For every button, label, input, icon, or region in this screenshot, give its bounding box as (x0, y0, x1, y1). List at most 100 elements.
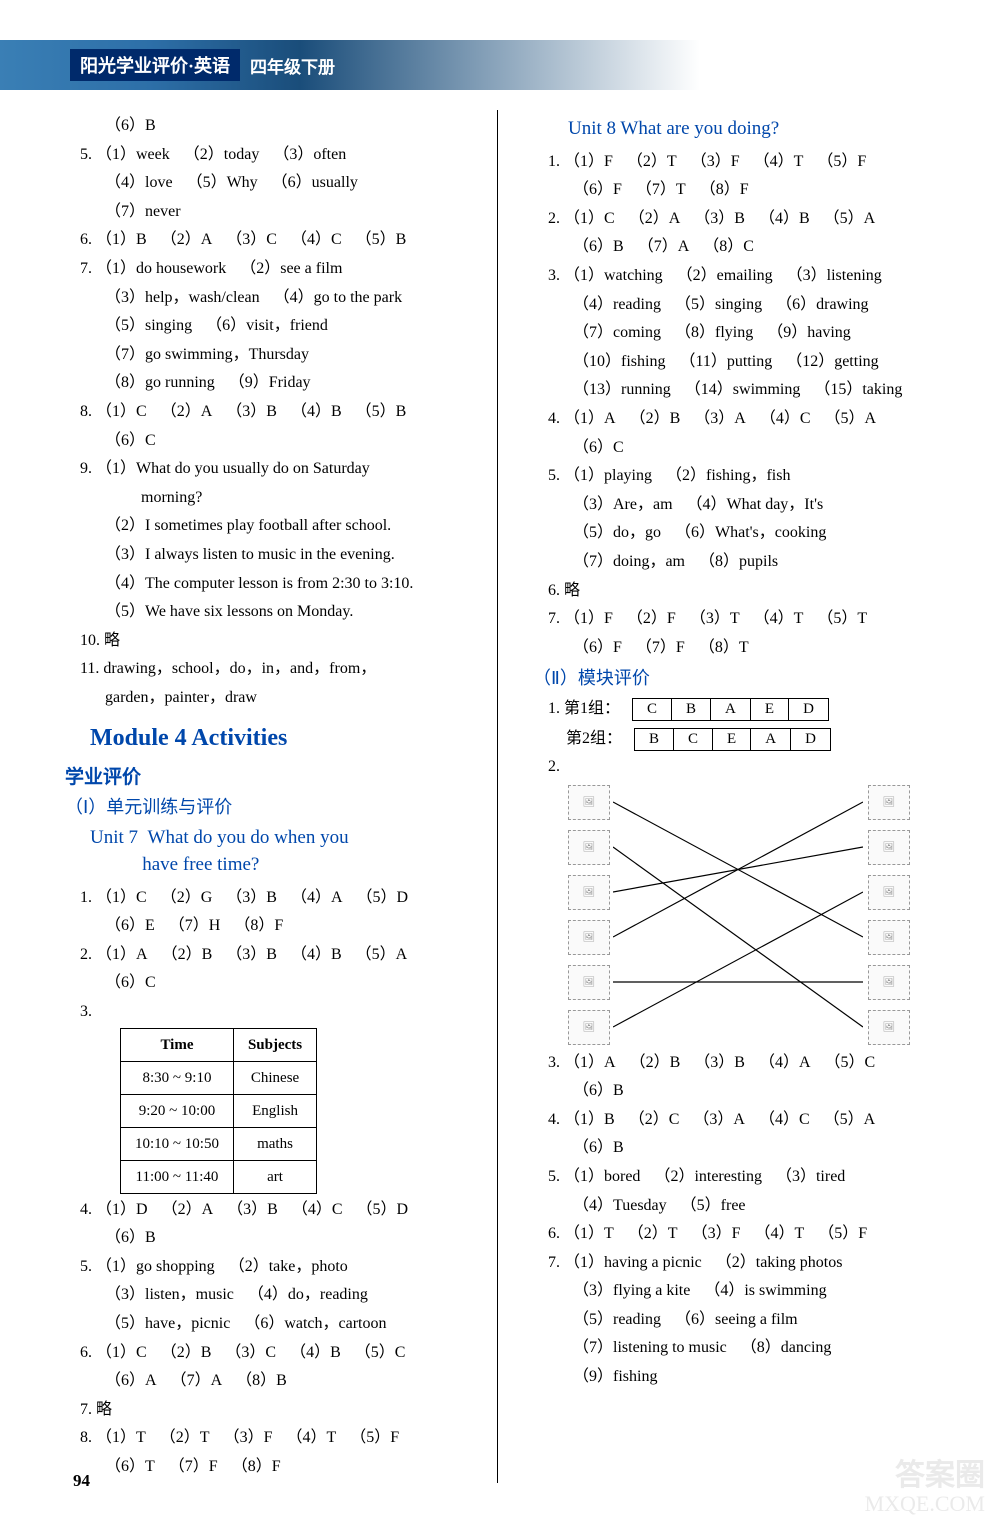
answer-part: （4）is swimming (704, 1282, 826, 1299)
unit8-title: Unit 8 What are you doing? (568, 116, 950, 143)
answer-parts: （5）do，go（6）What's，cooking (573, 524, 840, 541)
answer-part: （4）T (754, 1225, 804, 1242)
answer-parts: garden，painter，draw (105, 689, 271, 706)
answer-line: 7. 略 (80, 1397, 482, 1423)
answer-line: （6）C (105, 970, 482, 996)
right-column: Unit 8 What are you doing? 1. （1）F（2）T（3… (518, 110, 950, 1483)
answer-part: （3）B (226, 889, 277, 906)
answer-part: （3）F (691, 153, 740, 170)
answer-part: （1）C (96, 403, 147, 420)
q2-matching: 2. (548, 754, 950, 780)
answer-part: （4）go to the park (274, 289, 402, 306)
group1-row: 1. 第1组： CBAED (548, 694, 950, 721)
answer-part: （1）F (564, 610, 613, 627)
answer-part: （2）emailing (677, 267, 773, 284)
section-title: 学业评价 (65, 762, 482, 789)
box-cell: D (791, 728, 831, 750)
answer-part: （10）fishing (573, 353, 665, 370)
answer-part: （4）C (759, 1111, 810, 1128)
table-cell: 9:20 ~ 10:00 (121, 1094, 234, 1127)
answer-parts: （1）playing（2）fishing，fish (564, 467, 804, 484)
answer-part: （3）A (694, 410, 746, 427)
answer-part: （6）seeing a film (675, 1311, 798, 1328)
answer-part: （5）We have six lessons on Monday. (105, 603, 353, 620)
q-num: 2. (548, 210, 564, 227)
answer-line: （6）B（7）A（8）C (573, 234, 950, 260)
header-sub: 四年级下册 (250, 53, 335, 78)
answer-line: 7. （1）having a picnic（2）taking photos (548, 1250, 950, 1276)
answer-line: 1. （1）C（2）G（3）B（4）A（5）D (80, 885, 482, 911)
answer-part: （2）B (630, 1054, 681, 1071)
box-cell: B (635, 728, 674, 750)
match-right-item: 🖼 (868, 875, 910, 910)
answer-part: （5）D (357, 889, 409, 906)
answer-part: （5）singing (105, 317, 192, 334)
answer-part: （1）go shopping (96, 1258, 215, 1275)
answer-part: （1）C (564, 210, 615, 227)
answer-line: 2. （1）A（2）B（3）B（4）B（5）A (80, 942, 482, 968)
answer-parts: （6）B (573, 1139, 638, 1156)
answer-part: （5）do，go (573, 524, 661, 541)
answer-part: （3）B (227, 1201, 278, 1218)
match-lines (613, 785, 863, 1045)
answer-line: （13）running（14）swimming（15）taking (573, 377, 950, 403)
answer-line: （7）go swimming，Thursday (105, 342, 482, 368)
answer-part: （1）A (96, 946, 148, 963)
answer-line: 2. （1）C（2）A（3）B（4）B（5）A (548, 206, 950, 232)
answer-part: （3）B (694, 1054, 745, 1071)
answer-part: （5）singing (675, 296, 762, 313)
answer-part: （4）C (291, 231, 342, 248)
answer-part: （4）B (759, 210, 810, 227)
answer-parts: （6）B (105, 117, 170, 134)
q-num: 4. (80, 1201, 96, 1218)
answer-parts: （6）B (573, 1082, 638, 1099)
answer-line: 11. drawing，school，do，in，and，from， (80, 656, 482, 682)
answer-part: （3）often (273, 146, 346, 163)
answer-part: （9）Friday (229, 374, 311, 391)
answer-part: （3）F (224, 1429, 273, 1446)
answer-parts: （1）bored（2）interesting（3）tired (564, 1168, 859, 1185)
answer-part: （5）A (356, 946, 408, 963)
answer-part: （8）F (234, 917, 283, 934)
answer-parts: （1）F（2）F（3）T（4）T（5）T (564, 610, 881, 627)
q-num: 7. (548, 610, 564, 627)
answer-part: （6）C (105, 974, 156, 991)
answer-part: （2）A (162, 1201, 214, 1218)
answer-part: （1）D (96, 1201, 148, 1218)
answer-part: （5）B (356, 403, 407, 420)
answer-part: （6）B (105, 1229, 156, 1246)
answer-part: （4）T (754, 610, 804, 627)
answer-line: （4）Tuesday（5）free (573, 1193, 950, 1219)
q1-num: 1. (548, 700, 564, 717)
answer-part: （1）A (564, 410, 616, 427)
answer-line: 7. （1）F（2）F（3）T（4）T（5）T (548, 606, 950, 632)
match-right-item: 🖼 (868, 785, 910, 820)
answer-line: 9. （1）What do you usually do on Saturday (80, 456, 482, 482)
answer-part: （3）C (225, 1344, 276, 1361)
answer-part: （4）B (290, 1344, 341, 1361)
answer-part: （4）do，reading (248, 1286, 368, 1303)
answer-part: （8）F (700, 181, 749, 198)
answer-part: （6）F (573, 639, 622, 656)
answer-part: （3）F (692, 1225, 741, 1242)
answer-part: （6）watch，cartoon (244, 1315, 386, 1332)
answer-part: （4）reading (573, 296, 661, 313)
answer-part: （4）A (759, 1054, 811, 1071)
group1-boxes: CBAED (632, 698, 829, 721)
box-cell: E (713, 728, 751, 750)
q-num: 6. (548, 582, 564, 599)
answer-parts: （4）reading （5）singing （6）drawing (573, 296, 883, 313)
q-num: 4. (548, 1111, 564, 1128)
answer-line: garden，painter，draw (105, 685, 482, 711)
answer-parts: （1）F（2）T（3）F（4）T（5）F (564, 153, 880, 170)
answer-part: （5）A (825, 410, 877, 427)
answer-line: （7）coming（8）flying（9）having (573, 320, 950, 346)
answer-line: （2）I sometimes play football after schoo… (105, 513, 482, 539)
answer-part: （2）G (161, 889, 213, 906)
answer-line: 10. 略 (80, 628, 482, 654)
answer-part: （6）drawing (776, 296, 868, 313)
answer-line: 5. （1）go shopping（2）take，photo (80, 1254, 482, 1280)
answer-part: （5）B (356, 231, 407, 248)
box-cell: E (750, 699, 788, 721)
answer-parts: （1）having a picnic（2）taking photos (564, 1254, 856, 1271)
